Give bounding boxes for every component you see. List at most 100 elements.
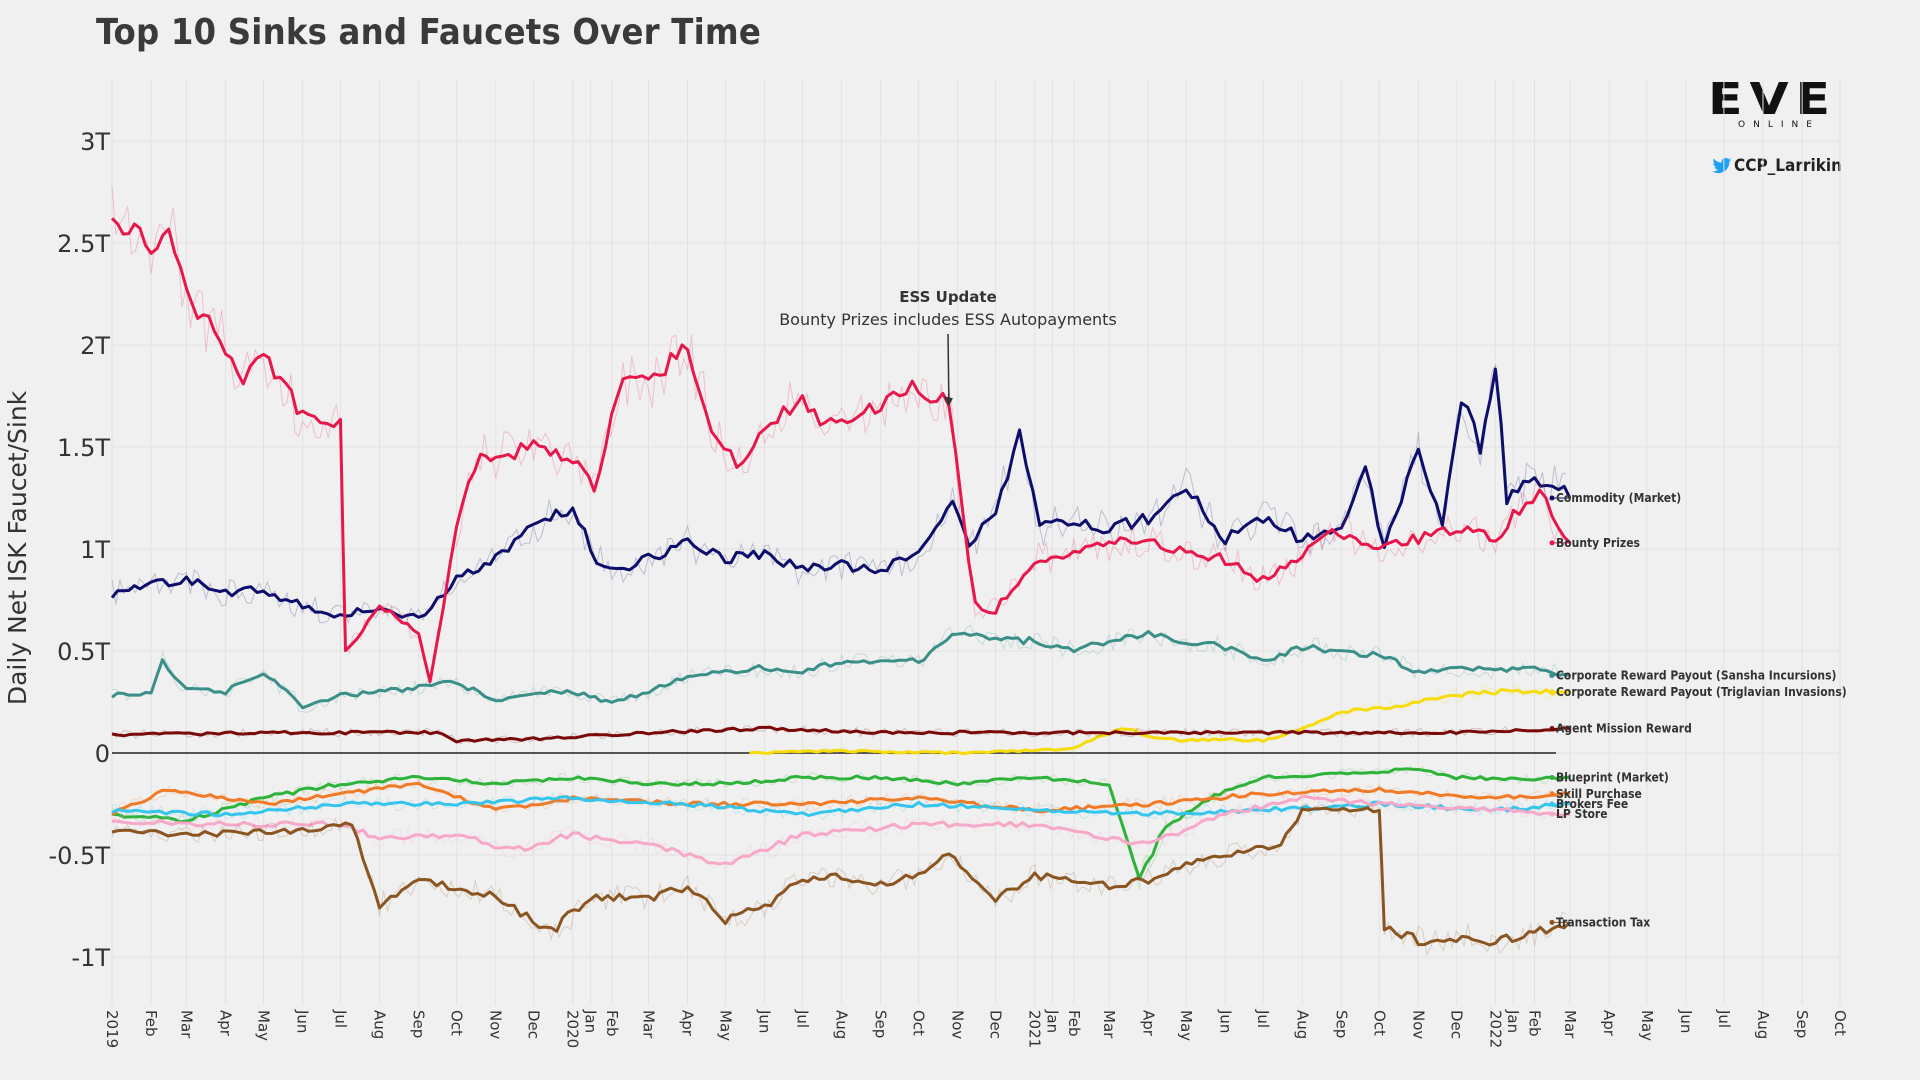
x-tick-label: Oct	[448, 1010, 466, 1036]
series-label: Brokers Fee	[1556, 797, 1628, 811]
series-end-marker	[1549, 726, 1555, 732]
series-line	[110, 367, 1572, 619]
x-tick-label: Aug	[371, 1010, 389, 1039]
y-tick-label: -1T	[71, 944, 110, 972]
x-tick-label: Apr	[1600, 1010, 1618, 1037]
y-tick-label: 1T	[80, 536, 110, 564]
annotation-arrow	[947, 333, 950, 401]
y-tick-label: 3T	[80, 128, 110, 156]
eve-online-logo: EVE ONLINE	[1708, 78, 1843, 131]
series-daily-line	[111, 363, 1567, 625]
x-tick-label: Oct	[1831, 1010, 1849, 1036]
y-tick-label: 2.5T	[57, 230, 110, 258]
x-tick-label: Dec	[1447, 1010, 1465, 1039]
annotation-title: ESS Update	[899, 288, 997, 306]
x-tick-label: Jun	[294, 1009, 312, 1033]
logo-wordmark: EVE	[1708, 74, 1837, 125]
annotation-arrowhead	[943, 396, 953, 407]
series-end-marker	[1549, 791, 1555, 797]
series-line	[111, 767, 1570, 880]
series-daily-line	[111, 186, 1567, 687]
series-label: Commodity (Market)	[1556, 491, 1681, 505]
x-tick-label: Aug	[833, 1010, 851, 1039]
series-labels: Commodity (Market) Bounty Prizes Corporate…	[1549, 491, 1847, 929]
x-tick-label: Jun	[1677, 1009, 1695, 1033]
x-axis-ticks: 2019 Feb Mar Apr May Jun Jul Aug Sep Oct Nov Dec 202…	[103, 1009, 1849, 1048]
series-end-marker	[1549, 801, 1555, 807]
x-tick-label: Oct	[910, 1010, 928, 1036]
x-tick-label: Mar	[177, 1010, 195, 1039]
x-tick-label: Feb	[1526, 1010, 1544, 1037]
series-line	[110, 217, 1571, 684]
x-tick-label: Aug	[1754, 1010, 1772, 1039]
x-tick-label: Jan	[1504, 1009, 1522, 1033]
x-tick-label: Jun	[756, 1009, 774, 1033]
x-tick-label: Sep	[1793, 1010, 1811, 1038]
y-axis-label: Daily Net ISK Faucet/Sink	[3, 390, 32, 705]
series-label: LP Store	[1556, 807, 1608, 821]
x-tick-label: May	[716, 1010, 734, 1041]
series-line	[111, 806, 1571, 947]
x-tick-label: Jun	[1216, 1009, 1234, 1033]
x-tick-label: Jul	[1254, 1009, 1272, 1028]
x-tick-year-label: 2020	[564, 1010, 582, 1048]
series-lines	[110, 186, 1572, 957]
series-line	[111, 629, 1571, 710]
x-tick-year-label: 2019	[103, 1010, 121, 1048]
series-label: Bounty Prizes	[1556, 536, 1640, 550]
x-tick-label: Nov	[1409, 1010, 1427, 1039]
series-label: Blueprint (Market)	[1556, 770, 1669, 784]
y-tick-label: 0	[95, 740, 110, 768]
series-label: Corporate Reward Payout (Sansha Incursio…	[1556, 668, 1837, 682]
x-tick-label: Jan	[1043, 1009, 1061, 1033]
series-line	[749, 688, 1570, 756]
x-tick-label: Jul	[1715, 1009, 1733, 1028]
y-axis-ticks: 3T 2.5T 2T 1.5T 1T 0.5T 0 -0.5T -1T	[49, 128, 111, 972]
x-tick-label: Jul	[331, 1009, 349, 1028]
x-tick-label: Mar	[1561, 1010, 1579, 1039]
x-tick-label: Apr	[1139, 1010, 1157, 1037]
series-end-marker	[1549, 672, 1555, 678]
x-tick-label: Feb	[603, 1010, 621, 1037]
x-tick-year-label: 2021	[1026, 1010, 1044, 1048]
x-tick-year-label: 2022	[1486, 1010, 1504, 1048]
x-tick-label: Apr	[217, 1010, 235, 1037]
x-tick-label: Mar	[639, 1010, 657, 1039]
x-tick-label: Dec	[525, 1010, 543, 1039]
x-tick-label: Mar	[1100, 1010, 1118, 1039]
y-tick-label: 0.5T	[57, 638, 110, 666]
y-tick-label: 2T	[80, 332, 110, 360]
x-tick-label: Sep	[410, 1010, 428, 1038]
chart-title: Top 10 Sinks and Faucets Over Time	[96, 12, 761, 53]
y-tick-label: 1.5T	[57, 434, 110, 462]
x-tick-label: Nov	[487, 1010, 505, 1039]
series-label: Skill Purchase	[1556, 787, 1642, 801]
series-end-marker	[1549, 774, 1555, 780]
series-end-marker	[1549, 919, 1555, 925]
logo-subtext: ONLINE	[1738, 120, 1820, 130]
x-tick-label: Jul	[793, 1009, 811, 1028]
series-label: Transaction Tax	[1556, 915, 1650, 929]
series-end-marker	[1549, 811, 1555, 817]
y-tick-label: -0.5T	[49, 842, 111, 870]
twitter-handle[interactable]: CCP_Larrikin	[1712, 156, 1842, 176]
annotation: ESS Update Bounty Prizes includes ESS Aut…	[779, 288, 1117, 407]
x-tick-label: May	[254, 1010, 272, 1041]
x-tick-label: Dec	[987, 1010, 1005, 1039]
x-tick-label: Oct	[1370, 1010, 1388, 1036]
annotation-text: Bounty Prizes includes ESS Autopayments	[779, 310, 1117, 329]
x-tick-label: Sep	[1332, 1010, 1350, 1038]
x-tick-label: Feb	[1065, 1010, 1083, 1037]
series-line	[111, 725, 1571, 744]
x-tick-label: Jan	[581, 1009, 599, 1033]
x-tick-label: Nov	[949, 1010, 967, 1039]
series-end-marker	[1549, 495, 1555, 501]
x-tick-label: May	[1638, 1010, 1656, 1041]
series-end-marker	[1549, 540, 1555, 546]
twitter-handle-text: CCP_Larrikin	[1734, 156, 1842, 176]
series-daily-line	[749, 684, 1566, 756]
grid	[111, 80, 1841, 1005]
twitter-bird-icon	[1712, 157, 1732, 174]
x-tick-label: Aug	[1293, 1010, 1311, 1039]
series-label: Agent Mission Reward	[1556, 722, 1692, 736]
